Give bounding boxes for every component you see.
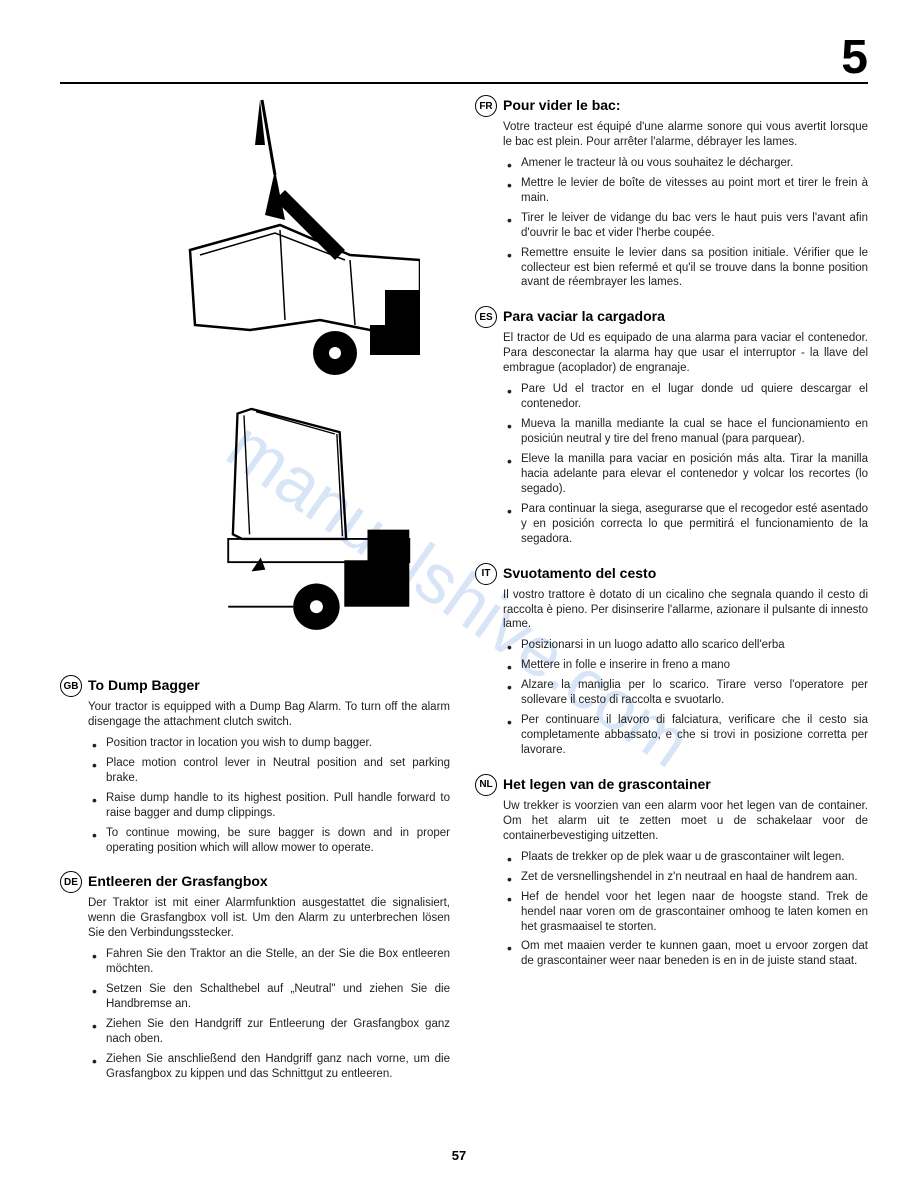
list-item: Mettere in folle e inserire in freno a m…: [503, 658, 868, 673]
list-item: Mueva la manilla mediante la cual se hac…: [503, 417, 868, 447]
bullet-list-it: Posizionarsi in un luogo adatto allo sca…: [503, 638, 868, 758]
bullet-list-nl: Plaats de trekker op de plek waar u de g…: [503, 850, 868, 970]
lang-badge-es: ES: [475, 306, 497, 328]
section-intro-it: Il vostro trattore è dotato di un cicali…: [503, 588, 868, 633]
list-item: Pare Ud el tractor en el lugar donde ud …: [503, 382, 868, 412]
list-item: Remettre ensuite le levier dans sa posit…: [503, 246, 868, 291]
figure-1: [120, 95, 420, 380]
list-item: Zet de versnellingshendel in z'n neutraa…: [503, 870, 868, 885]
section-title-it: Svuotamento del cesto: [503, 563, 656, 581]
section-gb: GB To Dump Bagger Your tractor is equipp…: [60, 675, 450, 855]
list-item: Amener le tracteur là ou vous souhaitez …: [503, 156, 868, 171]
list-item: Place motion control lever in Neutral po…: [88, 756, 450, 786]
section-title-nl: Het legen van de grascontainer: [503, 774, 711, 792]
list-item: To continue mowing, be sure bagger is do…: [88, 826, 450, 856]
list-item: Fahren Sie den Traktor an die Stelle, an…: [88, 947, 450, 977]
list-item: Plaats de trekker op de plek waar u de g…: [503, 850, 868, 865]
right-column: FR Pour vider le bac: Votre tracteur est…: [475, 95, 868, 1098]
list-item: Posizionarsi in un luogo adatto allo sca…: [503, 638, 868, 653]
bullet-list-fr: Amener le tracteur là ou vous souhaitez …: [503, 156, 868, 291]
bullet-list-de: Fahren Sie den Traktor an die Stelle, an…: [88, 947, 450, 1082]
list-item: Setzen Sie den Schalthebel auf „Neutral"…: [88, 982, 450, 1012]
section-intro-es: El tractor de Ud es equipado de una alar…: [503, 331, 868, 376]
section-intro-gb: Your tractor is equipped with a Dump Bag…: [88, 700, 450, 730]
page-number: 57: [452, 1148, 466, 1163]
list-item: Mettre le levier de boîte de vitesses au…: [503, 176, 868, 206]
section-intro-fr: Votre tracteur est équipé d'une alarme s…: [503, 120, 868, 150]
section-intro-nl: Uw trekker is voorzien van een alarm voo…: [503, 799, 868, 844]
bullet-list-gb: Position tractor in location you wish to…: [88, 736, 450, 856]
section-nl: NL Het legen van de grascontainer Uw tre…: [475, 774, 868, 969]
section-es: ES Para vaciar la cargadora El tractor d…: [475, 306, 868, 546]
top-rule: [60, 82, 868, 84]
figure-2: [120, 395, 420, 660]
lang-badge-gb: GB: [60, 675, 82, 697]
section-title-es: Para vaciar la cargadora: [503, 306, 665, 324]
section-title-de: Entleeren der Grasfangbox: [88, 871, 268, 889]
list-item: Position tractor in location you wish to…: [88, 736, 450, 751]
lang-badge-it: IT: [475, 563, 497, 585]
list-item: Raise dump handle to its highest positio…: [88, 791, 450, 821]
section-title-fr: Pour vider le bac:: [503, 95, 620, 113]
section-it: IT Svuotamento del cesto Il vostro tratt…: [475, 563, 868, 758]
list-item: Per continuare il lavoro di falciatura, …: [503, 713, 868, 758]
lang-badge-fr: FR: [475, 95, 497, 117]
list-item: Para continuar la siega, asegurarse que …: [503, 502, 868, 547]
content-area: GB To Dump Bagger Your tractor is equipp…: [60, 95, 868, 1098]
list-item: Eleve la manilla para vaciar en posición…: [503, 452, 868, 497]
lang-badge-nl: NL: [475, 774, 497, 796]
list-item: Alzare la maniglia per lo scarico. Tirar…: [503, 678, 868, 708]
section-de: DE Entleeren der Grasfangbox Der Traktor…: [60, 871, 450, 1081]
list-item: Hef de hendel voor het legen naar de hoo…: [503, 890, 868, 935]
chapter-number: 5: [841, 30, 868, 85]
list-item: Om met maaien verder te kunnen gaan, moe…: [503, 939, 868, 969]
section-fr: FR Pour vider le bac: Votre tracteur est…: [475, 95, 868, 290]
left-column: GB To Dump Bagger Your tractor is equipp…: [60, 95, 450, 1098]
bullet-list-es: Pare Ud el tractor en el lugar donde ud …: [503, 382, 868, 546]
list-item: Ziehen Sie den Handgriff zur Entleerung …: [88, 1017, 450, 1047]
section-title-gb: To Dump Bagger: [88, 675, 200, 693]
list-item: Tirer le leiver de vidange du bac vers l…: [503, 211, 868, 241]
list-item: Ziehen Sie anschließend den Handgriff ga…: [88, 1052, 450, 1082]
lang-badge-de: DE: [60, 871, 82, 893]
section-intro-de: Der Traktor ist mit einer Alarmfunktion …: [88, 896, 450, 941]
